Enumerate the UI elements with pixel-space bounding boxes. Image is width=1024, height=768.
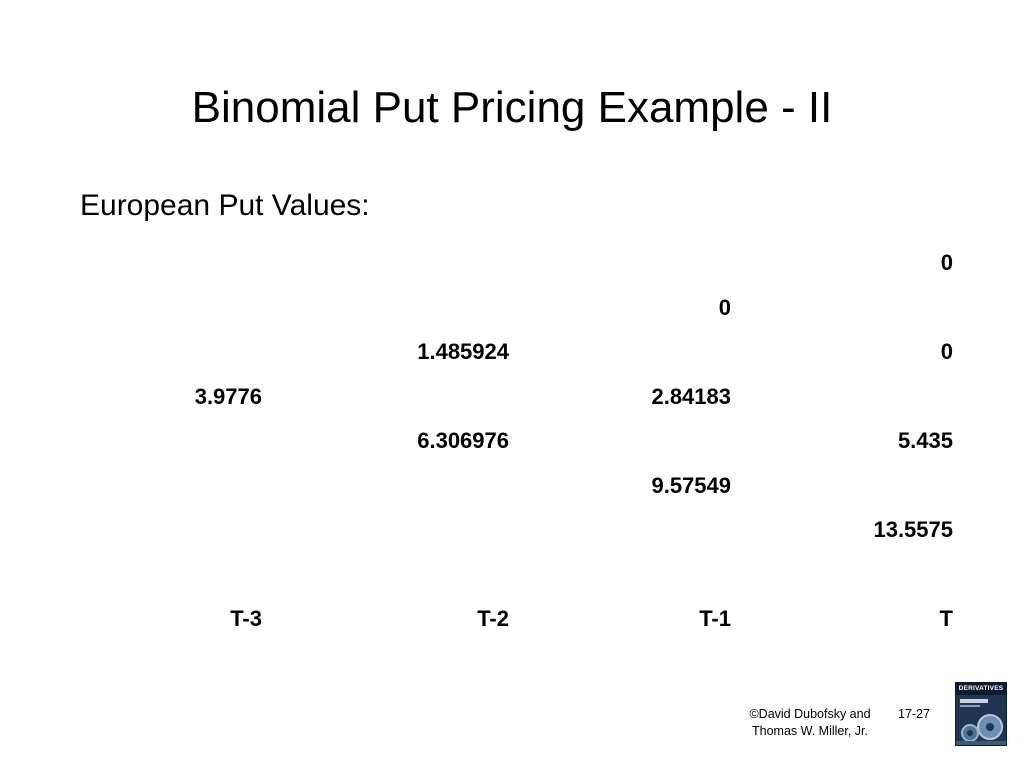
credit-line-2: Thomas W. Miller, Jr. bbox=[752, 724, 868, 738]
footer-credit: ©David Dubofsky and Thomas W. Miller, Jr… bbox=[735, 706, 885, 740]
node-t-minus-3-1: 3.9776 bbox=[194, 384, 262, 409]
period-label-t-minus-2: T-2 bbox=[477, 606, 509, 631]
node-t-minus-1-3: 9.57549 bbox=[651, 473, 731, 498]
period-label-t: T bbox=[939, 606, 953, 631]
page-number: 17-27 bbox=[898, 707, 930, 721]
subtitle: European Put Values: bbox=[80, 189, 370, 222]
node-t-2: 0 bbox=[940, 339, 953, 364]
book-title: DERIVATIVES bbox=[958, 685, 1004, 692]
node-t-minus-2-1: 1.485924 bbox=[417, 339, 509, 364]
period-label-t-minus-1: T-1 bbox=[699, 606, 731, 631]
period-label-t-minus-3: T-3 bbox=[230, 606, 262, 631]
node-t-4: 13.5575 bbox=[873, 517, 953, 542]
slide-title: Binomial Put Pricing Example - II bbox=[191, 83, 833, 132]
node-t-minus-1-2: 2.84183 bbox=[651, 384, 731, 409]
node-t-3: 5.435 bbox=[897, 428, 953, 453]
node-t-minus-2-2: 6.306976 bbox=[417, 428, 509, 453]
node-t-minus-1-1: 0 bbox=[718, 295, 731, 320]
book-cover-image: DERIVATIVES bbox=[955, 682, 1007, 746]
node-t-1: 0 bbox=[940, 250, 953, 275]
gear-illustration-icon bbox=[956, 683, 1006, 745]
credit-line-1: ©David Dubofsky and bbox=[749, 707, 871, 721]
